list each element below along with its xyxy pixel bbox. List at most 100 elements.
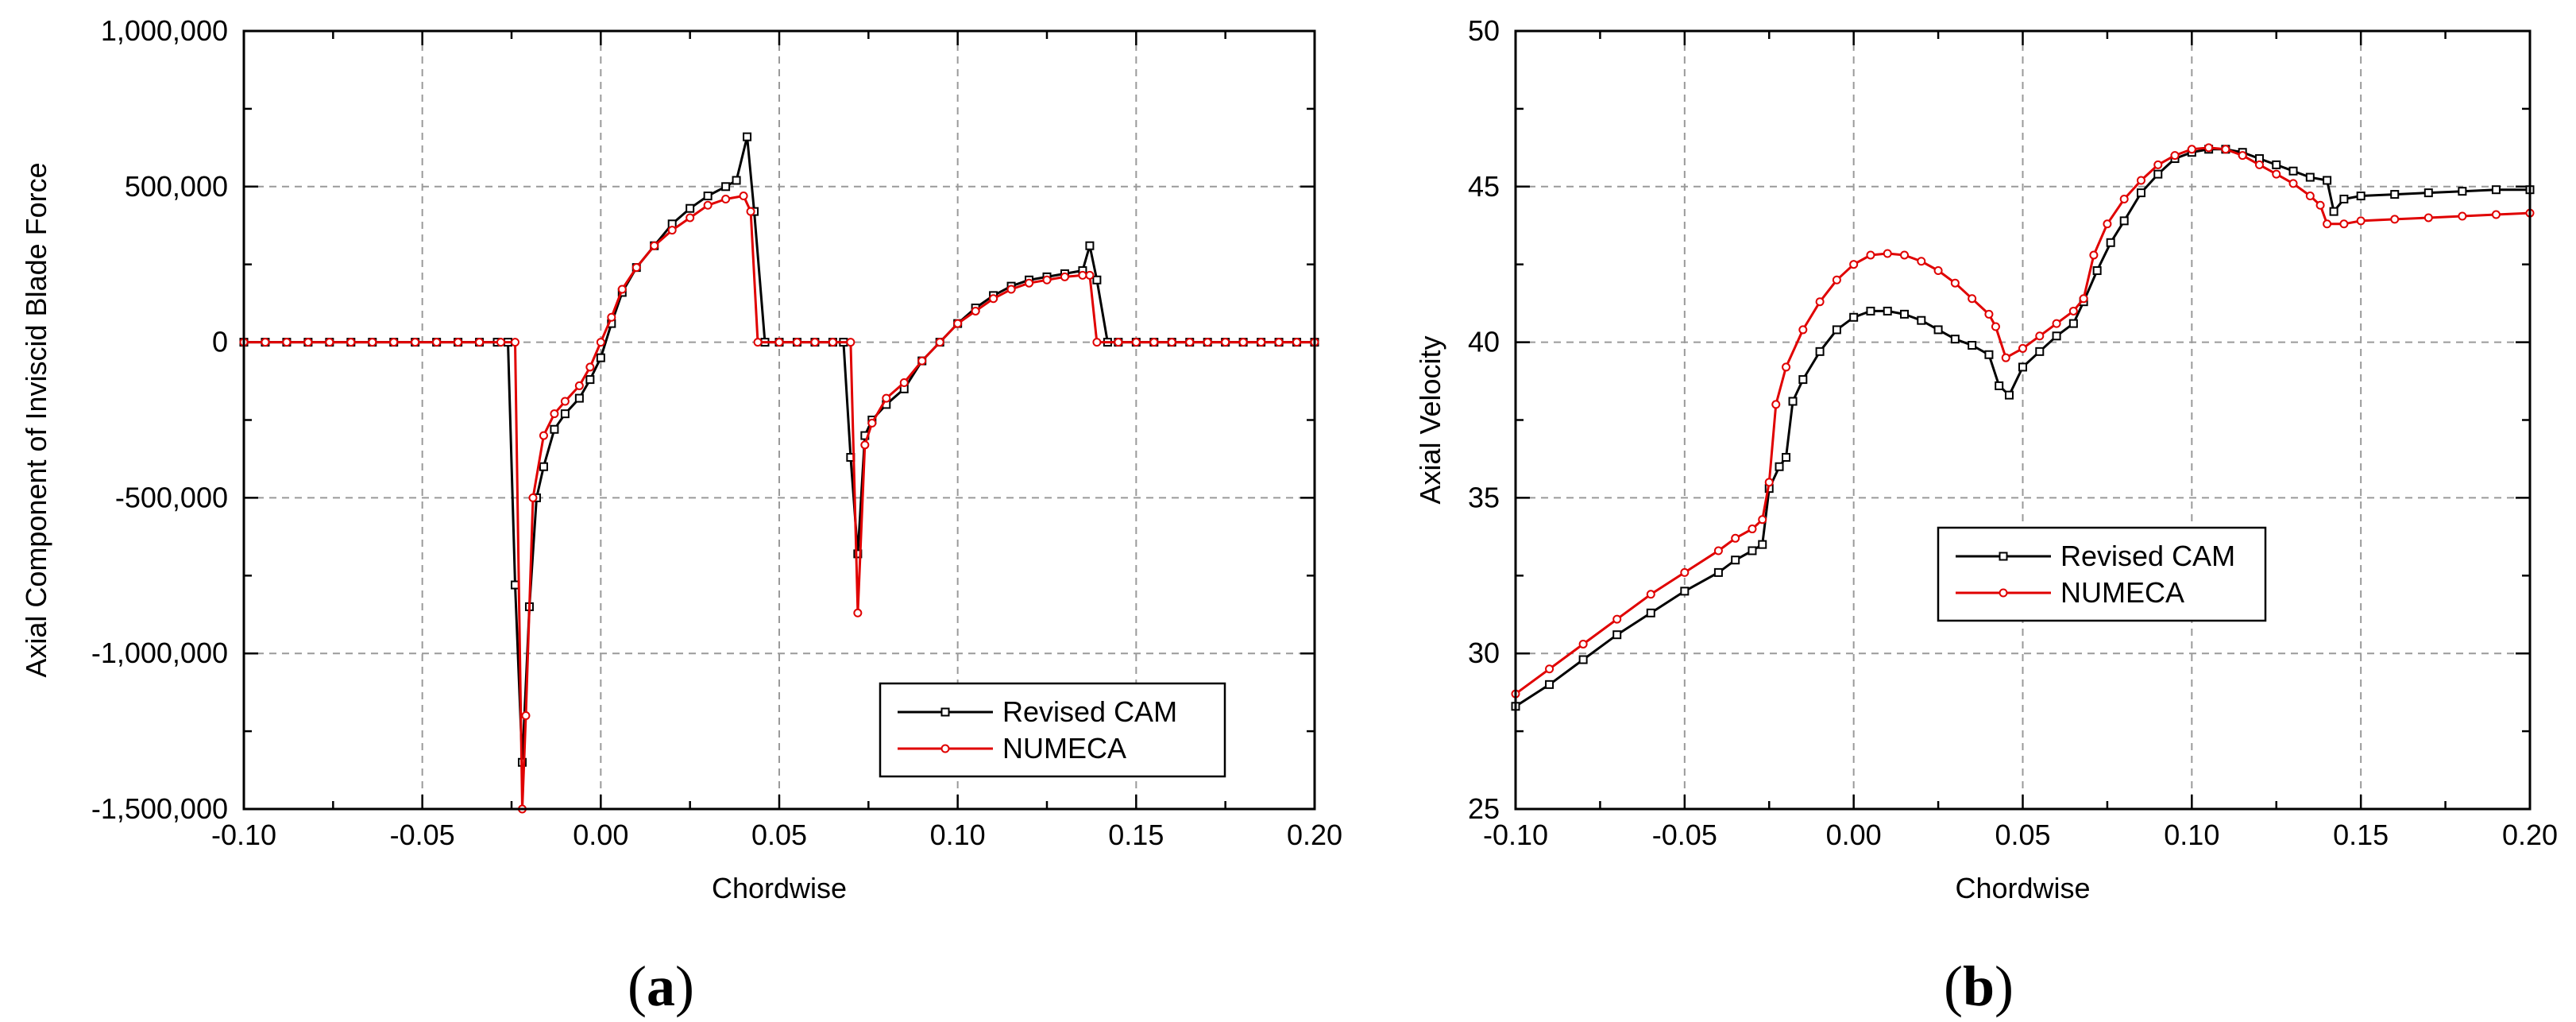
y-tick-label: 1,000,000 <box>101 14 228 47</box>
data-point <box>2103 219 2112 229</box>
data-point <box>2153 169 2163 179</box>
data-point <box>1849 312 1859 322</box>
data-point <box>2356 216 2366 226</box>
data-point <box>1545 664 1554 674</box>
data-point <box>2323 219 2332 229</box>
data-point <box>2092 266 2102 276</box>
data-point <box>2356 192 2366 201</box>
data-point <box>1995 381 2004 390</box>
x-tick-label: -0.10 <box>211 819 276 851</box>
data-point <box>1085 270 1095 280</box>
data-point <box>1798 325 1808 335</box>
x-tick-label: 0.10 <box>930 819 986 851</box>
data-point <box>2079 294 2088 304</box>
data-point <box>607 312 616 322</box>
data-point <box>1764 478 1774 487</box>
data-point <box>2001 353 2010 362</box>
data-point <box>2458 187 2467 196</box>
data-point <box>261 338 270 347</box>
data-point <box>1933 266 1943 276</box>
data-point <box>2423 213 2433 223</box>
data-point <box>550 424 559 434</box>
legend-marker <box>940 707 950 717</box>
data-point <box>560 409 570 419</box>
data-point <box>1545 679 1554 689</box>
data-point <box>1221 338 1230 347</box>
data-point <box>2423 188 2433 198</box>
data-point <box>828 338 837 347</box>
data-point <box>686 213 695 223</box>
data-point <box>617 285 627 294</box>
data-point <box>1815 346 1825 356</box>
data-point <box>2272 160 2281 169</box>
data-point <box>1257 338 1266 347</box>
data-point <box>1092 275 1102 285</box>
data-point <box>539 462 548 471</box>
data-point <box>721 182 731 192</box>
data-point <box>411 338 420 347</box>
data-point <box>1292 338 1302 347</box>
data-point <box>2491 185 2501 195</box>
plot-frame <box>1514 29 2532 811</box>
data-point <box>1758 515 1767 525</box>
data-point <box>1731 556 1740 565</box>
data-point <box>2153 160 2163 169</box>
data-point <box>1968 341 1977 350</box>
data-point <box>2315 200 2325 210</box>
data-point <box>2288 166 2298 176</box>
data-point <box>2004 390 2014 400</box>
data-point <box>1933 325 1943 335</box>
data-point <box>2119 216 2129 226</box>
data-point <box>1042 275 1052 285</box>
data-point <box>1612 630 1622 640</box>
data-point <box>1900 250 1910 260</box>
legend-marker <box>1999 588 2008 598</box>
data-point <box>528 493 538 502</box>
data-point <box>2221 145 2230 154</box>
data-point <box>325 338 334 347</box>
data-point <box>2089 250 2099 260</box>
data-point <box>1092 338 1102 347</box>
y-tick-label: 45 <box>1468 170 1500 203</box>
data-point <box>282 338 292 347</box>
x-tick-label: 0.05 <box>751 819 807 851</box>
data-point <box>686 203 695 213</box>
data-point <box>953 319 963 328</box>
data-point <box>1238 338 1248 347</box>
x-tick-label: 0.00 <box>573 819 628 851</box>
data-point <box>667 226 677 235</box>
data-point <box>2390 215 2400 224</box>
data-point <box>2136 176 2145 185</box>
data-point <box>2068 306 2078 316</box>
data-point <box>1167 338 1176 347</box>
x-tick-label: 0.15 <box>1108 819 1164 851</box>
x-tick-label: 0.20 <box>2502 819 2558 851</box>
data-point <box>1950 335 1960 344</box>
data-point <box>703 192 713 201</box>
plot-frame <box>242 29 1316 811</box>
data-point <box>2119 194 2129 203</box>
data-point <box>510 338 519 347</box>
data-point <box>2329 207 2338 216</box>
data-point <box>746 207 755 216</box>
data-point <box>846 338 855 347</box>
data-point <box>1771 400 1781 409</box>
legend-box <box>1937 526 2267 622</box>
x-axis-label: Chordwise <box>1955 872 2090 904</box>
data-point <box>1578 639 1588 648</box>
data-point <box>1578 655 1588 664</box>
data-point <box>1950 278 1960 288</box>
y-axis-label: Axial Velocity <box>1414 335 1446 504</box>
data-point <box>703 200 713 210</box>
x-axis-label: Chordwise <box>712 872 847 904</box>
data-point <box>2390 190 2400 199</box>
data-point <box>1274 338 1284 347</box>
data-point <box>1984 309 1994 319</box>
x-tick-label: 0.20 <box>1287 819 1342 851</box>
data-point <box>1025 278 1034 288</box>
data-point <box>989 294 998 304</box>
data-point <box>935 338 944 347</box>
data-point <box>2052 331 2061 341</box>
data-point <box>2068 319 2078 328</box>
data-point <box>1078 270 1087 280</box>
